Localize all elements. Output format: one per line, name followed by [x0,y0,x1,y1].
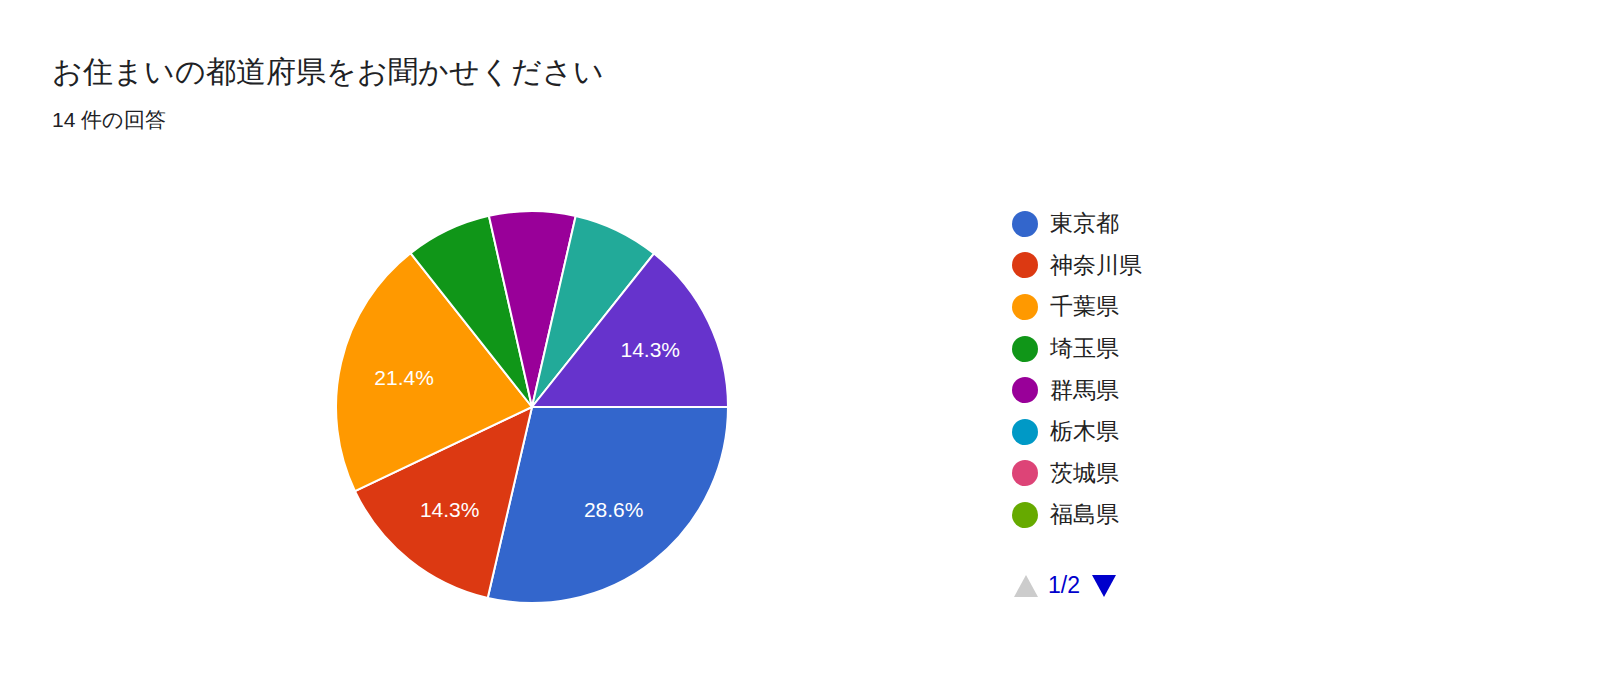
svg-text:21.4%: 21.4% [374,366,434,389]
svg-text:28.6%: 28.6% [584,498,644,521]
html-text:群馬県: 群馬県 [1050,376,1119,403]
svg-text:14.3%: 14.3% [620,338,680,361]
html-text:14 件の回答: 14 件の回答 [52,108,167,131]
html-text:神奈川県: 神奈川県 [1050,251,1142,278]
html-text:茨城県: 茨城県 [1050,459,1119,486]
svg-text:14.3%: 14.3% [420,498,480,521]
html-text:東京都: 東京都 [1050,210,1119,237]
html-text:1/2: 1/2 [1048,572,1080,598]
html-text:埼玉県: 埼玉県 [1050,335,1119,362]
html-text:千葉県: 千葉県 [1050,293,1119,320]
html-text:お住まいの都道府県をお聞かせください: お住まいの都道府県をお聞かせください [52,55,604,88]
html-text:栃木県: 栃木県 [1050,418,1119,445]
html-text:福島県: 福島県 [1050,501,1119,528]
